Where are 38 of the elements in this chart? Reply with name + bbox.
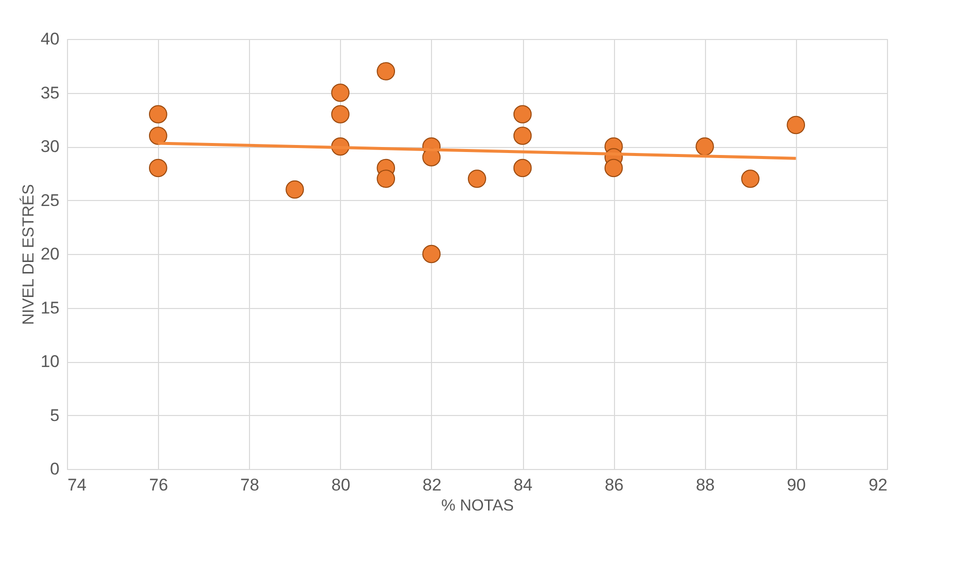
point <box>513 158 532 178</box>
y-tick-label: 35 <box>40 83 60 102</box>
x-tick-label: 84 <box>514 476 533 494</box>
y-tick-label: 40 <box>40 30 60 48</box>
y-tick-label: 20 <box>40 244 60 264</box>
x-tick-label: 74 <box>68 476 86 494</box>
point <box>513 105 532 124</box>
point <box>741 170 760 188</box>
x-tick-label: 80 <box>331 476 350 494</box>
y-axis-title: NIVEL DE ESTRÉS <box>20 184 38 325</box>
x-tick-label: 90 <box>786 476 806 494</box>
point <box>286 180 304 199</box>
x-axis-title: % NOTAS <box>441 498 514 514</box>
x-tick-label: 78 <box>240 476 260 494</box>
point <box>148 126 168 145</box>
y-tick-label: 0 <box>50 460 60 478</box>
point <box>513 126 532 145</box>
y-tick-label: 30 <box>40 137 60 156</box>
x-tick-label: 82 <box>422 476 442 494</box>
x-tick-label: 88 <box>696 476 715 494</box>
x-tick-label: 92 <box>868 476 888 494</box>
point <box>422 244 441 264</box>
point <box>376 170 396 188</box>
y-tick-label: 25 <box>40 190 60 210</box>
point <box>786 116 806 134</box>
point <box>148 105 168 124</box>
y-tick-label: 15 <box>40 298 60 318</box>
point <box>468 170 486 188</box>
x-tick-label: 86 <box>604 476 624 494</box>
point <box>148 158 168 178</box>
point <box>376 62 396 80</box>
point <box>331 84 350 102</box>
point <box>331 105 350 124</box>
point <box>604 158 623 178</box>
y-tick-label: 5 <box>50 406 60 425</box>
point <box>696 137 714 156</box>
x-tick-label: 76 <box>149 476 168 494</box>
y-tick-label: 10 <box>40 352 60 371</box>
